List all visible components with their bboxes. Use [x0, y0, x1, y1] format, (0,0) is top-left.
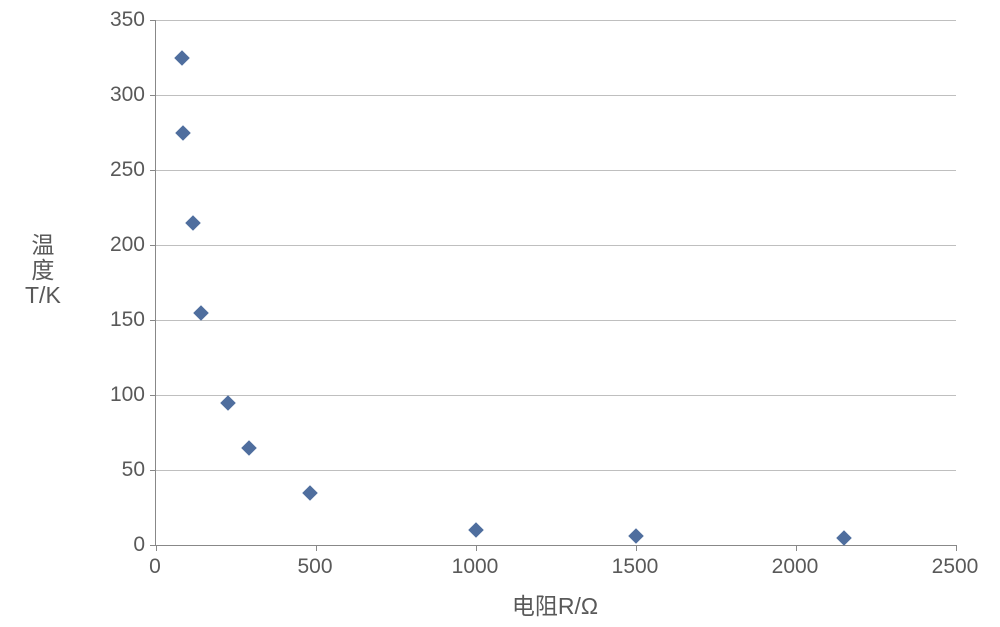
- x-tick-mark: [796, 545, 797, 551]
- data-marker: [628, 528, 644, 544]
- y-tick-label: 50: [122, 458, 145, 482]
- gridline-h: [156, 395, 956, 396]
- x-tick-mark: [316, 545, 317, 551]
- x-tick-label: 1000: [452, 555, 499, 579]
- y-axis-label-char1: 温: [25, 233, 61, 258]
- y-tick-label: 100: [110, 383, 145, 407]
- x-tick-label: 2500: [932, 555, 979, 579]
- y-tick-mark: [150, 245, 156, 246]
- y-tick-mark: [150, 20, 156, 21]
- y-tick-label: 150: [110, 308, 145, 332]
- x-tick-label: 500: [297, 555, 332, 579]
- plot-area: [155, 20, 956, 546]
- x-tick-label: 1500: [612, 555, 659, 579]
- data-marker: [241, 440, 257, 456]
- x-tick-label: 2000: [772, 555, 819, 579]
- y-tick-label: 0: [133, 533, 145, 557]
- gridline-h: [156, 470, 956, 471]
- y-tick-label: 200: [110, 233, 145, 257]
- y-tick-mark: [150, 395, 156, 396]
- x-tick-mark: [636, 545, 637, 551]
- x-axis-label: 电阻R/Ω: [455, 587, 655, 621]
- x-tick-label: 0: [149, 555, 161, 579]
- data-marker: [175, 125, 191, 141]
- data-marker: [193, 305, 209, 321]
- gridline-h: [156, 245, 956, 246]
- y-axis-label-tk: T/K: [25, 283, 61, 308]
- scatter-chart: 温 度 T/K 电阻R/Ω 0 50 100 150 200 250 300 350 0 500 1…: [0, 0, 1000, 627]
- y-axis-label-char2: 度: [25, 258, 61, 283]
- data-marker: [220, 395, 236, 411]
- y-tick-label: 300: [110, 83, 145, 107]
- y-axis-label: 温 度 T/K: [25, 233, 61, 309]
- x-tick-mark: [956, 545, 957, 551]
- y-tick-mark: [150, 170, 156, 171]
- x-tick-mark: [156, 545, 157, 551]
- data-marker: [174, 50, 190, 66]
- y-tick-label: 250: [110, 158, 145, 182]
- y-tick-label: 350: [110, 8, 145, 32]
- gridline-h: [156, 170, 956, 171]
- data-marker: [302, 485, 318, 501]
- y-tick-mark: [150, 95, 156, 96]
- y-tick-mark: [150, 320, 156, 321]
- gridline-h: [156, 95, 956, 96]
- x-tick-mark: [476, 545, 477, 551]
- data-marker: [185, 215, 201, 231]
- data-marker: [468, 522, 484, 538]
- gridline-h: [156, 20, 956, 21]
- y-tick-mark: [150, 470, 156, 471]
- gridline-h: [156, 320, 956, 321]
- data-marker: [836, 530, 852, 546]
